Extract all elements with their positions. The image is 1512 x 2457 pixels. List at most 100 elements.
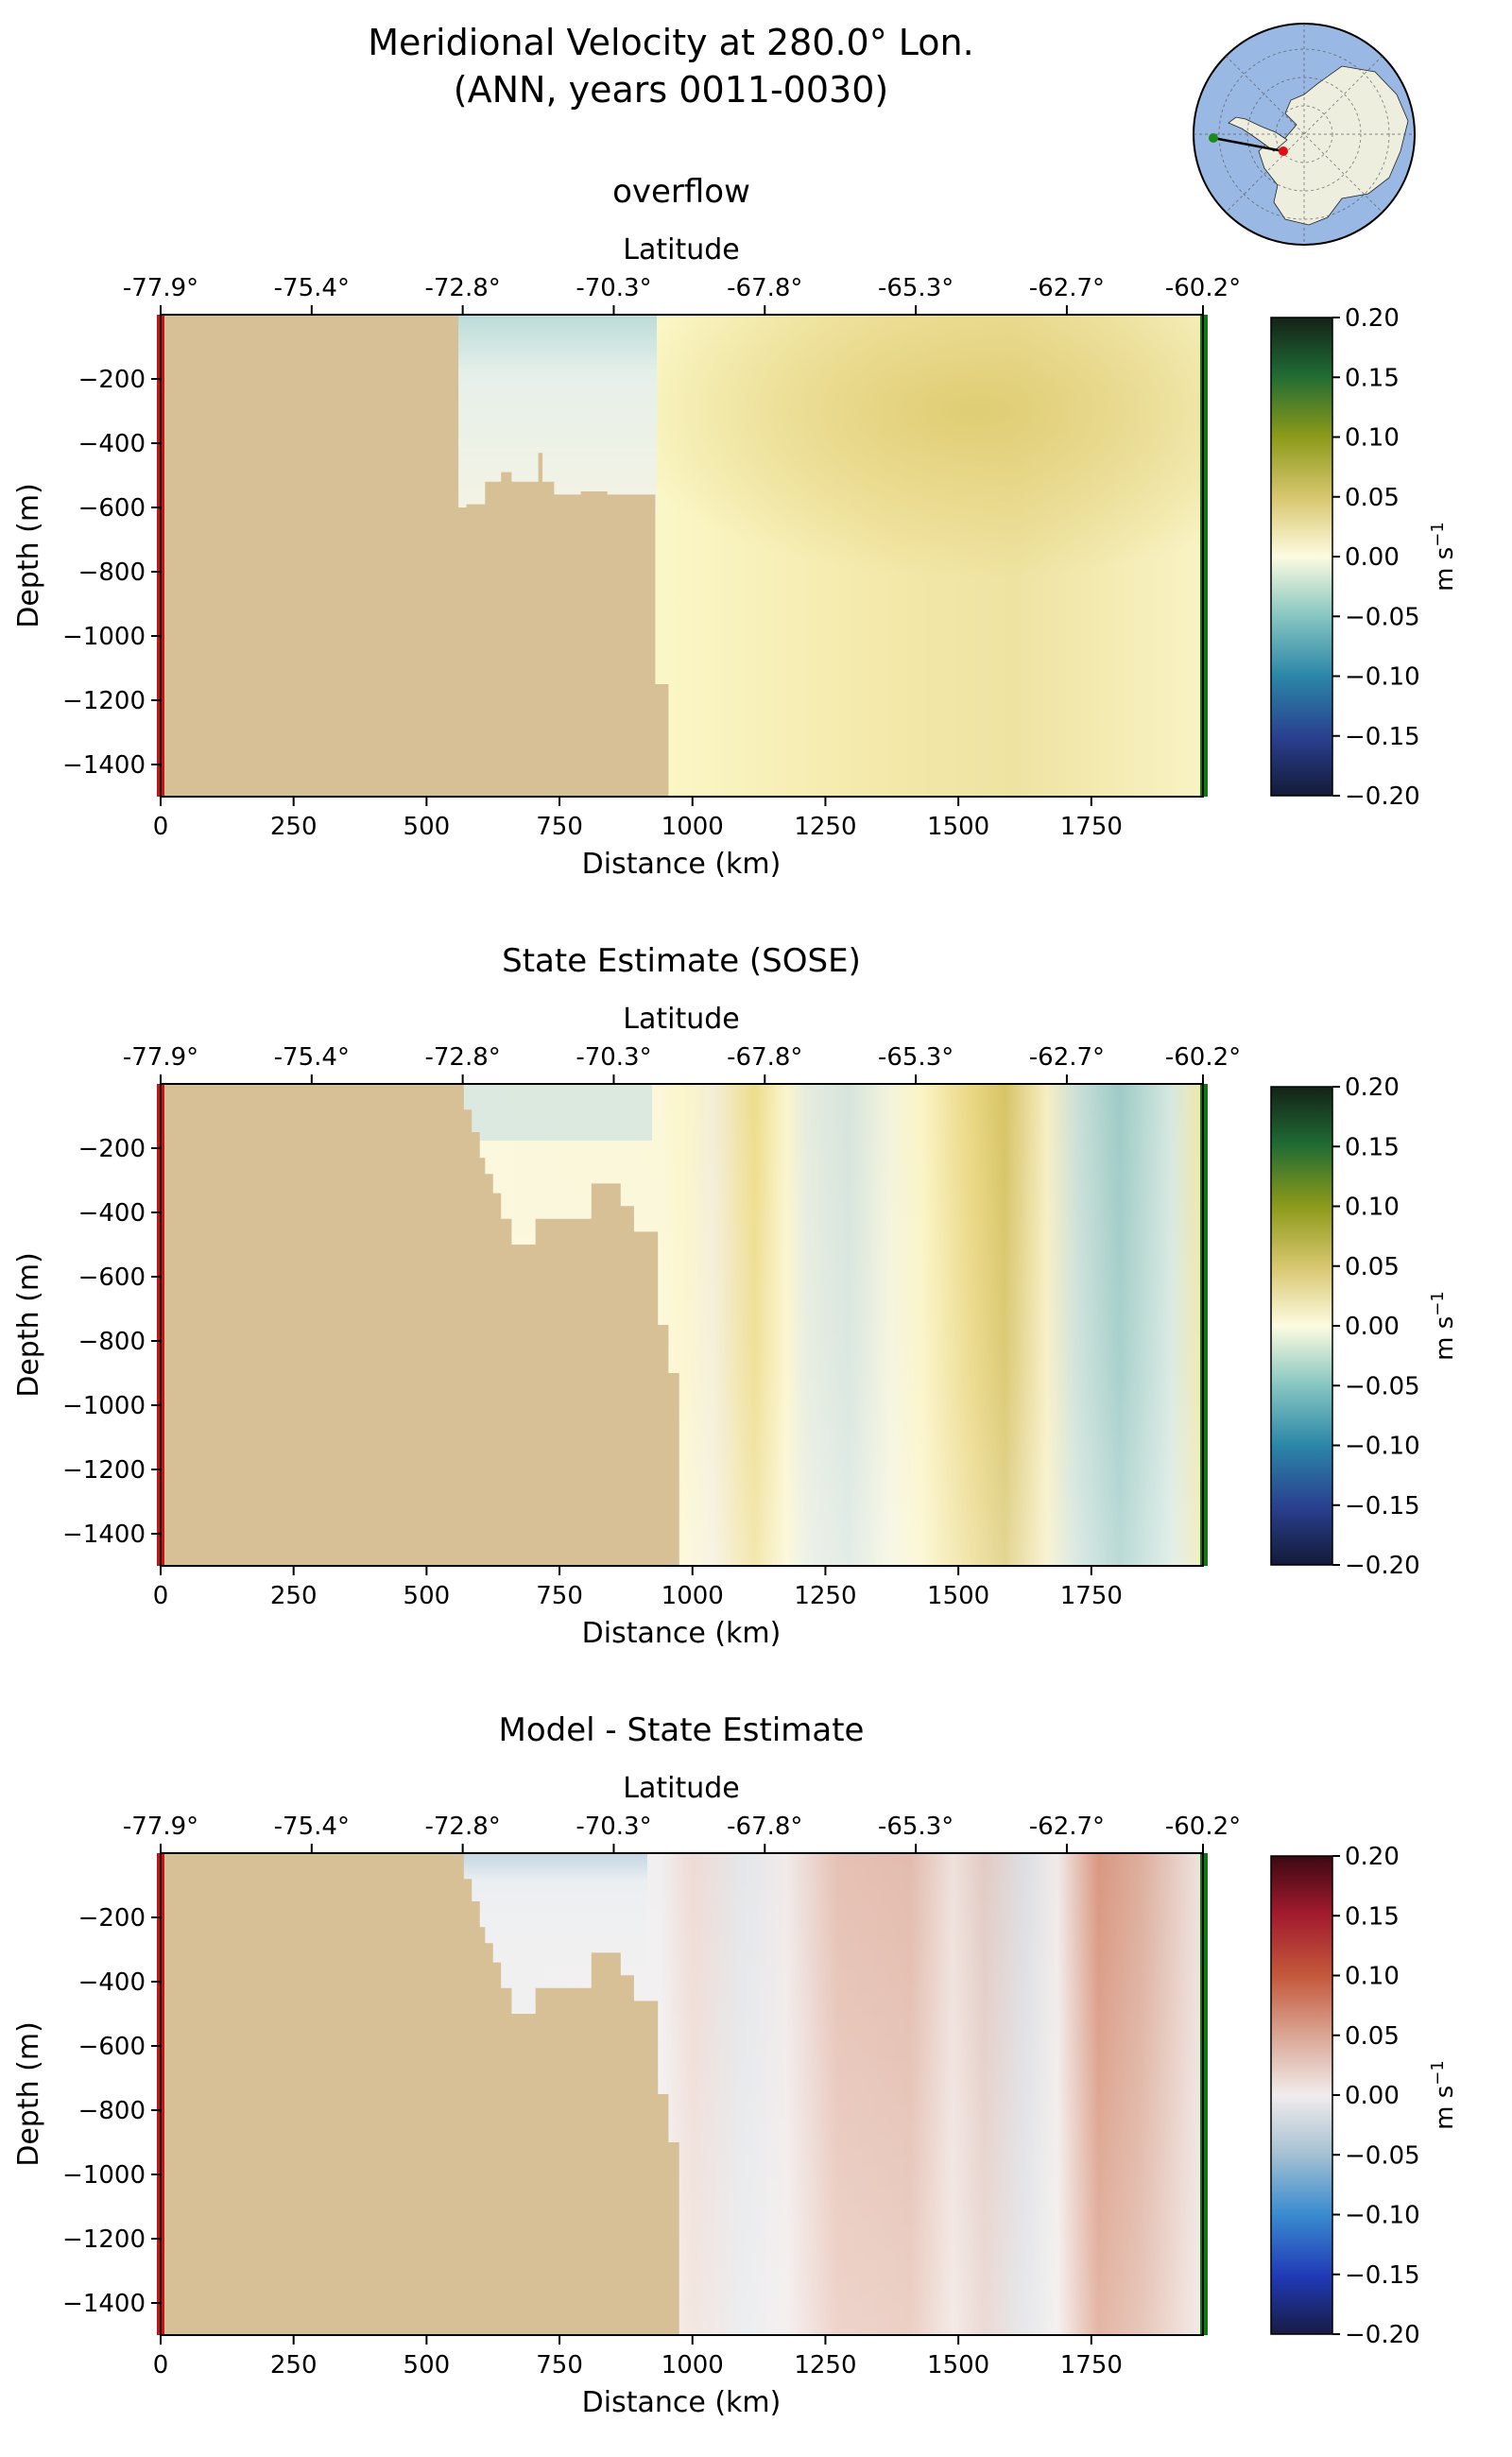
lat-tick-label: -75.4°	[274, 1813, 350, 1841]
x-tick-label: 1250	[794, 1582, 856, 1610]
y-tick-label: −1400	[62, 751, 146, 780]
colorbar-label: m s−1	[1428, 2060, 1459, 2130]
lat-tick-label: -70.3°	[576, 1813, 651, 1841]
lat-tick-label: -75.4°	[274, 274, 350, 302]
bathymetry	[161, 1084, 679, 1566]
lat-tick-label: -65.3°	[878, 1813, 954, 1841]
colorbar-tick-label: 0.05	[1345, 1253, 1400, 1281]
inset-transect-line	[1212, 136, 1284, 153]
x-axis-label: Distance (km)	[582, 848, 782, 881]
y-tick-label: −1200	[62, 2225, 146, 2254]
colorbar-tick-label: 0.15	[1345, 1902, 1400, 1931]
colorbar-tick-label: −0.05	[1345, 2141, 1420, 2170]
x-tick-label: 1500	[927, 2351, 989, 2380]
y-tick-label: −1000	[62, 2161, 146, 2190]
x-tick-label: 0	[153, 1582, 169, 1610]
colorbar-tick-label: 0.15	[1345, 1133, 1400, 1161]
top-axis-label: Latitude	[623, 1003, 739, 1036]
top-axis-label: Latitude	[623, 233, 739, 266]
x-tick-label: 1750	[1060, 1582, 1123, 1610]
figure-title-line2: (ANN, years 0011-0030)	[454, 69, 888, 111]
lat-tick-label: -77.9°	[123, 274, 198, 302]
lat-tick-label: -65.3°	[878, 1043, 954, 1072]
y-tick-label: −400	[78, 1199, 146, 1228]
y-tick-label: −1400	[62, 2290, 146, 2318]
y-tick-label: −200	[78, 1904, 146, 1933]
colorbar-tick-label: 0.20	[1345, 1843, 1400, 1871]
y-tick-label: −400	[78, 1968, 146, 1997]
x-tick-label: 1000	[662, 2351, 724, 2380]
figure-title-line1: Meridional Velocity at 280.0° Lon.	[368, 22, 973, 63]
x-tick-label: 1000	[662, 1582, 724, 1610]
y-axis-label: Depth (m)	[12, 1252, 45, 1398]
x-tick-label: 500	[404, 1582, 451, 1610]
bathymetry	[161, 1853, 679, 2335]
colorbar-tick-label: 0.00	[1345, 543, 1400, 572]
colorbar-tick-label: 0.20	[1345, 1074, 1400, 1102]
x-tick-label: 1750	[1060, 813, 1123, 841]
y-tick-label: −200	[78, 1135, 146, 1163]
inset-graticule	[1194, 24, 1415, 245]
colorbar-tick-label: 0.05	[1345, 2022, 1400, 2051]
lat-tick-label: -72.8°	[425, 1043, 501, 1072]
lat-tick-label: -77.9°	[123, 1043, 198, 1072]
x-tick-label: 500	[404, 2351, 451, 2380]
x-tick-label: 250	[270, 1582, 318, 1610]
x-tick-label: 1250	[794, 2351, 856, 2380]
colorbar-tick-label: 0.10	[1345, 1194, 1400, 1222]
y-tick-label: −1000	[62, 1392, 146, 1420]
lat-tick-label: -62.7°	[1029, 274, 1105, 302]
y-tick-label: −1200	[62, 1456, 146, 1485]
lat-tick-label: -65.3°	[878, 274, 954, 302]
colorbar-tick-label: 0.00	[1345, 1313, 1400, 1341]
lat-tick-label: -77.9°	[123, 1813, 198, 1841]
plot-frame	[160, 314, 1204, 798]
top-axis-label: Latitude	[623, 1772, 739, 1805]
colorbar-tick-label: −0.20	[1345, 1552, 1420, 1580]
colorbar-tick-label: −0.05	[1345, 1372, 1420, 1400]
panel-sose: State Estimate (SOSE) Latitude 0 250 500 75…	[12, 942, 1459, 1650]
x-axis-label: Distance (km)	[582, 2386, 782, 2419]
y-tick-label: −200	[78, 366, 146, 394]
x-tick-label: 1000	[662, 813, 724, 841]
x-tick-label: 250	[270, 2351, 318, 2380]
colorbar-tick-label: −0.15	[1345, 2261, 1420, 2290]
lat-tick-label: -72.8°	[425, 274, 501, 302]
x-tick-label: 750	[536, 813, 583, 841]
inset-polar-map	[1193, 23, 1416, 246]
x-tick-label: 250	[270, 813, 318, 841]
colorbar-tick-label: 0.15	[1345, 364, 1400, 392]
colorbar-tick-label: −0.20	[1345, 782, 1420, 811]
panel-title: overflow	[612, 173, 750, 211]
x-tick-label: 500	[404, 813, 451, 841]
colorbar-label: m s−1	[1428, 1291, 1459, 1361]
colorbar-tick-label: −0.15	[1345, 723, 1420, 751]
lat-tick-label: -67.8°	[727, 1043, 802, 1072]
colorbar-tick-label: −0.10	[1345, 663, 1420, 692]
y-tick-label: −600	[78, 2033, 146, 2061]
lat-tick-label: -62.7°	[1029, 1043, 1105, 1072]
y-tick-label: −800	[78, 1328, 146, 1356]
colorbar-tick-label: 0.10	[1345, 1963, 1400, 1991]
x-tick-label: 750	[536, 2351, 583, 2380]
y-axis-label: Depth (m)	[12, 2021, 45, 2167]
plot-frame	[160, 1852, 1204, 2336]
lat-tick-label: -75.4°	[274, 1043, 350, 1072]
panel-title: State Estimate (SOSE)	[502, 942, 861, 980]
lat-tick-label: -70.3°	[576, 274, 651, 302]
colorbar-tick-label: −0.10	[1345, 1433, 1420, 1461]
colorbar-tick-label: −0.05	[1345, 603, 1420, 631]
lat-tick-label: -60.2°	[1165, 274, 1241, 302]
colorbar	[1270, 1086, 1333, 1566]
colorbar-tick-label: −0.10	[1345, 2202, 1420, 2230]
y-axis-label: Depth (m)	[12, 483, 45, 628]
x-axis-label: Distance (km)	[582, 1617, 782, 1650]
colorbar-tick-label: 0.10	[1345, 424, 1400, 453]
velocity-shelf-negative	[458, 315, 657, 513]
plot-frame	[160, 1083, 1204, 1567]
lat-tick-label: -60.2°	[1165, 1813, 1241, 1841]
colorbar-tick-label: 0.05	[1345, 484, 1400, 512]
lat-tick-label: -62.7°	[1029, 1813, 1105, 1841]
colorbar-tick-label: 0.20	[1345, 304, 1400, 333]
